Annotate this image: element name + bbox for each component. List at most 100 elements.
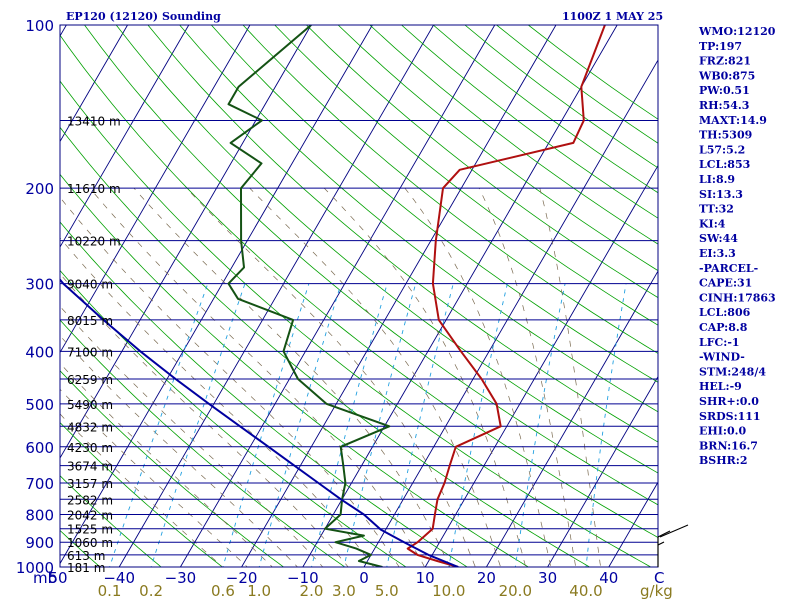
height-label: 13410 m <box>67 114 121 128</box>
height-label: 11610 m <box>67 182 121 196</box>
isotherm <box>547 375 658 567</box>
dry-adiabat <box>60 319 346 567</box>
dry-adiabat <box>60 421 223 567</box>
index-line: WMO:12120 <box>698 25 776 38</box>
pressure-tick-label: 700 <box>25 475 54 493</box>
index-line: TP:197 <box>699 40 742 53</box>
mixing-ratio-line <box>514 283 566 567</box>
pressure-unit-label: mb <box>33 569 57 587</box>
height-label: 4832 m <box>67 420 113 434</box>
temperature-unit-label: C <box>654 569 664 587</box>
pressure-tick-label: 400 <box>25 343 54 361</box>
index-line: TT:32 <box>699 203 734 216</box>
mixing-ratio-line <box>311 283 388 567</box>
height-label: 2582 m <box>67 493 113 507</box>
moist-adiabat <box>60 273 349 567</box>
height-label: 1525 m <box>67 523 113 537</box>
index-line: L57:5.2 <box>699 143 745 156</box>
mixing-ratio-axis: 0.1 0.2 0.6 1.0 2.0 3.0 5.0 10.0 20.0 40.0 <box>98 582 603 600</box>
moist-adiabat <box>186 187 476 567</box>
dry-adiabat <box>242 25 658 354</box>
dewpoint-line <box>227 25 391 567</box>
dry-adiabat <box>211 25 658 383</box>
profile-layer <box>60 25 606 567</box>
index-line: LI:8.9 <box>699 173 735 186</box>
index-line: CAP:8.8 <box>699 321 748 334</box>
isotherm <box>241 25 557 567</box>
index-line: KI:4 <box>699 217 726 230</box>
mixing-ratio-line <box>222 283 310 567</box>
isotherm <box>302 25 618 567</box>
index-line: BSHR:2 <box>699 454 748 467</box>
index-line: HEL:-9 <box>699 380 742 393</box>
index-line: WB0:875 <box>698 69 755 82</box>
moist-adiabat <box>60 305 324 567</box>
index-line: RH:54.3 <box>699 99 749 112</box>
height-label: 5490 m <box>67 398 113 412</box>
height-label: 3674 m <box>67 460 113 474</box>
temperature-tick-label: 0 <box>359 569 369 587</box>
index-line: EHI:0.0 <box>699 425 746 438</box>
dry-adiabat <box>60 269 407 567</box>
height-labels: 13410 m 11610 m 10220 m 9040 m 8015 m 7100 m 6… <box>67 114 121 575</box>
pressure-tick-label: 200 <box>25 180 54 198</box>
dry-adiabat <box>274 25 658 326</box>
mixing-ratio-tick-label: 5.0 <box>375 582 399 600</box>
temperature-tick-label: −30 <box>165 569 197 587</box>
index-line: SRDS:111 <box>699 410 761 423</box>
dry-adiabat <box>60 126 591 567</box>
index-line: TH:5309 <box>699 129 752 142</box>
dry-adiabat <box>60 370 285 567</box>
moist-adiabat <box>89 187 425 567</box>
index-line: PW:0.51 <box>699 84 750 97</box>
dry-adiabat <box>60 529 101 567</box>
height-label: 4230 m <box>67 441 113 455</box>
height-label: 1060 m <box>67 536 113 550</box>
temperature-tick-label: 30 <box>538 569 557 587</box>
mixing-ratio-tick-label: 10.0 <box>432 582 465 600</box>
mixing-ratio-line <box>448 283 508 567</box>
index-line: CAPE:31 <box>699 277 752 290</box>
parcel-line <box>60 278 459 567</box>
index-line: LFC:-1 <box>699 336 740 349</box>
height-label: 9040 m <box>67 278 113 292</box>
dry-adiabat <box>179 25 658 413</box>
index-line: SHR+:0.0 <box>699 395 759 408</box>
pressure-tick-label: 100 <box>25 17 54 35</box>
mixing-ratio-line <box>150 283 246 567</box>
index-line: FRZ:821 <box>699 55 751 68</box>
index-line: BRN:16.7 <box>699 439 758 452</box>
pressure-tick-label: 600 <box>25 439 54 457</box>
isotherm <box>60 25 312 459</box>
height-label: 7100 m <box>67 345 113 359</box>
dry-adiabat <box>115 25 658 474</box>
mixing-ratio-tick-label: 0.6 <box>211 582 235 600</box>
mixing-ratio-tick-label: 2.0 <box>300 582 324 600</box>
isotherm <box>0 25 5 567</box>
height-label: 10220 m <box>67 235 121 249</box>
index-line: MAXT:14.9 <box>699 114 767 127</box>
temperature-tick-label: −40 <box>103 569 135 587</box>
isotherm <box>424 164 658 567</box>
valid-time: 1100Z 1 MAY 25 <box>562 10 663 23</box>
wind-barb-layer <box>657 524 689 567</box>
mixing-ratio-line <box>343 283 417 567</box>
index-line: STM:248/4 <box>699 365 766 378</box>
mixing-ratio-line <box>585 283 627 567</box>
moist-adiabat <box>60 237 375 567</box>
mixing-ratio-unit-label: g/kg <box>640 582 673 600</box>
temperature-tick-label: 40 <box>599 569 618 587</box>
wind-barb-flag <box>657 530 671 538</box>
mixing-ratio-line <box>258 283 342 567</box>
mixing-ratio-tick-label: 0.1 <box>98 582 122 600</box>
plot-area <box>60 25 658 567</box>
moist-adiabat <box>249 187 501 567</box>
height-label: 2042 m <box>67 508 113 522</box>
pressure-tick-label: 900 <box>25 534 54 552</box>
mixing-ratio-tick-label: 20.0 <box>499 582 532 600</box>
temperature-tick-label: −10 <box>287 569 319 587</box>
dry-adiabat <box>337 25 658 272</box>
moist-adiabat <box>60 196 400 567</box>
dry-adiabat <box>60 80 652 567</box>
